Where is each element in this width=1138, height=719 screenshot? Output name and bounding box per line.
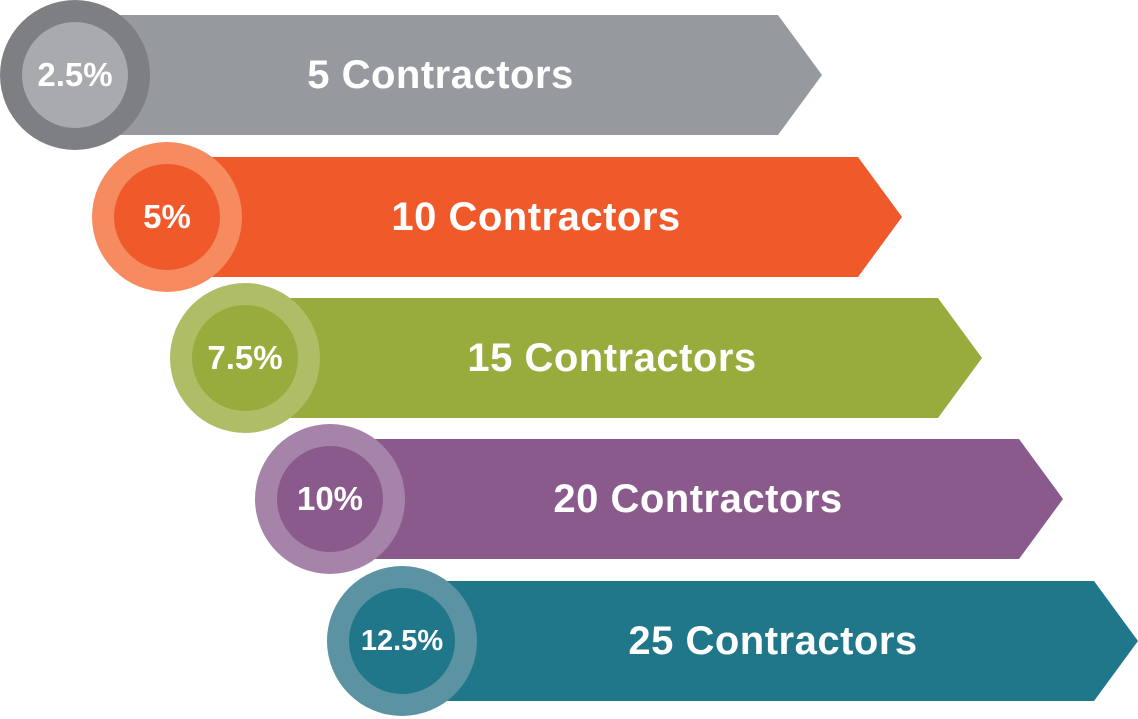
tier-label: 15 Contractors: [467, 335, 757, 380]
tier-arrow: [282, 298, 982, 418]
tier-arrow: [202, 157, 902, 277]
tier-arrow: [363, 439, 1063, 559]
percent-badge: 5%: [92, 142, 242, 292]
tier-label: 5 Contractors: [307, 52, 574, 97]
percent-value: 2.5%: [22, 22, 128, 128]
percent-badge: 12.5%: [327, 566, 477, 716]
tier-row: 10 Contractors 5%: [92, 142, 902, 292]
percent-badge: 2.5%: [0, 0, 150, 150]
percent-badge: 10%: [255, 424, 405, 574]
percent-value: 5%: [114, 164, 220, 270]
percent-value: 10%: [277, 446, 383, 552]
percent-value: 7.5%: [192, 305, 298, 411]
tier-row: 20 Contractors 10%: [255, 424, 1063, 574]
tier-arrow: [105, 15, 822, 135]
tier-row: 15 Contractors 7.5%: [170, 283, 982, 433]
percent-value: 12.5%: [349, 588, 455, 694]
tier-arrow: [438, 581, 1138, 701]
tier-label: 10 Contractors: [391, 194, 681, 239]
tier-row: 25 Contractors 12.5%: [327, 566, 1138, 716]
tier-row: 5 Contractors 2.5%: [0, 0, 822, 150]
percent-badge: 7.5%: [170, 283, 320, 433]
tier-label: 25 Contractors: [628, 618, 918, 663]
tier-label: 20 Contractors: [553, 476, 843, 521]
